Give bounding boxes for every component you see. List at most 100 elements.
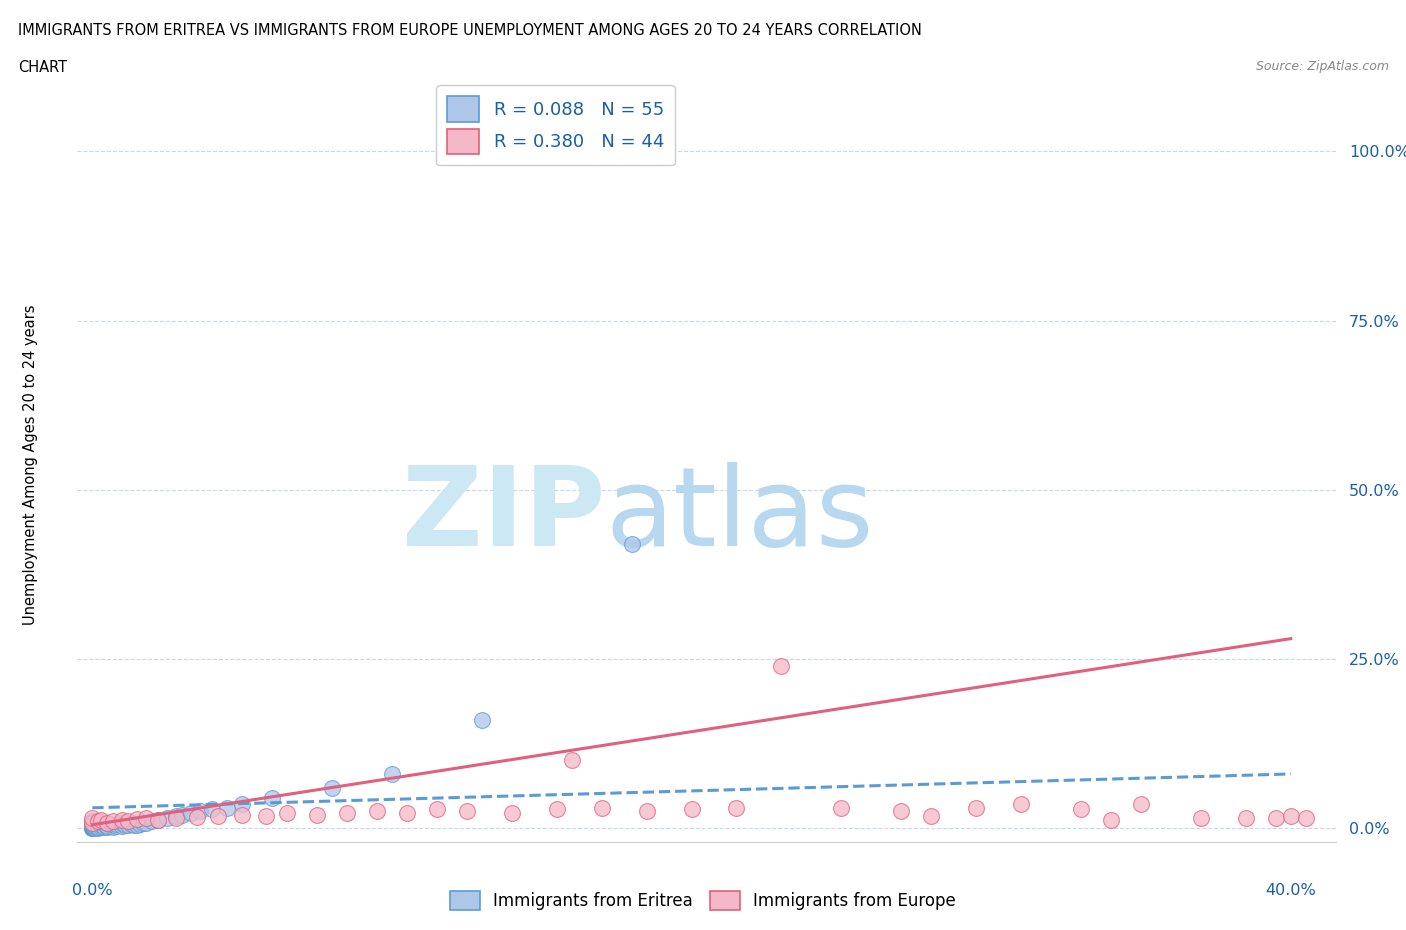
Point [117,817,139,832]
Point [82,816,104,830]
Point [96,816,118,830]
Point [111,818,134,833]
Point [180,805,202,820]
Point [201,802,224,817]
Point [105,818,128,833]
Point [117,814,139,829]
Point [165,811,187,826]
Point [82,816,104,830]
Point [82,818,104,833]
Text: Unemployment Among Ages 20 to 24 years: Unemployment Among Ages 20 to 24 years [24,305,38,625]
Text: CHART: CHART [18,60,67,75]
Point [135,811,157,826]
Point [82,814,104,829]
Point [103,819,125,834]
Point [172,807,194,822]
Text: Source: ZipAtlas.com: Source: ZipAtlas.com [1256,60,1389,73]
Point [93,819,115,834]
Point [381,766,404,781]
Point [1295,811,1317,826]
Point [141,814,163,829]
Point [501,805,523,820]
Point [129,817,152,831]
Point [1264,811,1286,826]
Point [87,814,110,829]
Point [254,808,277,823]
Point [561,753,583,768]
Point [82,817,104,832]
Point [920,808,942,823]
Point [770,658,793,673]
Point [148,813,170,828]
Point [456,804,478,818]
Text: 0.0%: 0.0% [72,884,112,898]
Point [725,801,748,816]
Point [127,817,149,832]
Legend: R = 0.088   N = 55, R = 0.380   N = 44: R = 0.088 N = 55, R = 0.380 N = 44 [436,86,675,166]
Point [305,807,328,822]
Point [82,811,104,826]
Point [148,813,170,828]
Point [103,814,125,829]
Point [96,816,118,830]
Point [96,820,118,835]
Point [114,818,136,833]
Point [1129,797,1152,812]
Point [82,819,104,834]
Text: ZIP: ZIP [402,462,606,569]
Point [681,802,703,817]
Point [87,819,110,834]
Point [82,818,104,833]
Point [82,817,104,832]
Point [165,808,187,823]
Point [122,818,145,833]
Point [366,804,388,818]
Point [120,817,142,831]
Point [395,805,418,820]
Point [471,712,494,727]
Point [217,801,239,816]
Point [90,813,112,828]
Point [965,801,987,816]
Point [830,801,852,816]
Legend: Immigrants from Eritrea, Immigrants from Europe: Immigrants from Eritrea, Immigrants from… [443,884,963,917]
Point [82,820,104,835]
Point [1070,802,1092,817]
Point [135,816,157,830]
Point [426,802,449,817]
Point [82,817,104,831]
Point [636,804,658,818]
Point [111,813,134,828]
Point [1099,813,1122,828]
Text: atlas: atlas [606,462,875,569]
Point [82,819,104,834]
Point [90,818,112,833]
Point [132,816,155,830]
Point [111,816,134,830]
Point [156,811,179,826]
Point [105,817,128,831]
Point [231,797,253,812]
Point [336,805,359,820]
Point [96,818,118,833]
Point [90,820,112,835]
Point [321,780,343,795]
Point [620,537,643,551]
Text: IMMIGRANTS FROM ERITREA VS IMMIGRANTS FROM EUROPE UNEMPLOYMENT AMONG AGES 20 TO : IMMIGRANTS FROM ERITREA VS IMMIGRANTS FR… [18,23,922,38]
Point [82,820,104,835]
Point [1189,811,1212,826]
Text: 40.0%: 40.0% [1265,884,1316,898]
Point [82,820,104,835]
Point [186,809,208,824]
Point [1010,797,1032,812]
Point [87,820,110,835]
Point [93,817,115,831]
Point [231,807,253,822]
Point [546,802,568,817]
Point [262,790,284,805]
Point [84,820,107,835]
Point [103,817,125,832]
Point [591,801,613,816]
Point [1279,808,1302,823]
Point [1234,811,1257,826]
